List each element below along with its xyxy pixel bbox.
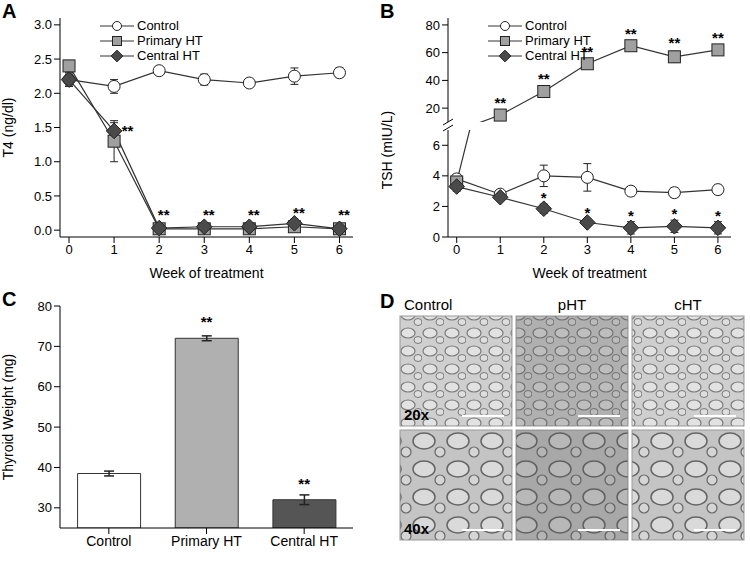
svg-text:**: ** — [494, 94, 506, 111]
svg-text:2: 2 — [540, 242, 547, 257]
svg-text:2.5: 2.5 — [34, 52, 52, 67]
svg-text:1.5: 1.5 — [34, 120, 52, 135]
svg-text:**: ** — [538, 70, 550, 87]
svg-text:pHT: pHT — [558, 296, 586, 313]
svg-text:1.0: 1.0 — [34, 154, 52, 169]
svg-text:40: 40 — [426, 73, 440, 88]
svg-text:**: ** — [203, 206, 215, 223]
svg-text:4: 4 — [627, 242, 634, 257]
svg-text:60: 60 — [426, 45, 440, 60]
svg-text:Control: Control — [86, 533, 131, 549]
svg-text:0: 0 — [65, 242, 72, 257]
svg-text:30: 30 — [38, 500, 52, 515]
html-text:Control: Control — [137, 18, 179, 33]
svg-text:**: ** — [158, 206, 170, 223]
svg-text:**: ** — [248, 206, 260, 223]
svg-text:0.5: 0.5 — [34, 189, 52, 204]
svg-text:3.0: 3.0 — [34, 17, 52, 32]
svg-text:60: 60 — [38, 379, 52, 394]
svg-text:0: 0 — [453, 242, 460, 257]
svg-text:T4 (ng/dl): T4 (ng/dl) — [0, 98, 16, 158]
svg-text:Central HT: Central HT — [270, 533, 338, 549]
html-text:C: C — [2, 288, 17, 310]
html-text:Primary HT: Primary HT — [137, 33, 203, 48]
svg-text:20x: 20x — [404, 406, 430, 423]
svg-text:*: * — [541, 189, 547, 206]
svg-text:5: 5 — [671, 242, 678, 257]
svg-text:*: * — [584, 204, 590, 221]
svg-text:50: 50 — [38, 420, 52, 435]
html-text:Central HT: Central HT — [525, 48, 588, 63]
svg-text:2.0: 2.0 — [34, 86, 52, 101]
svg-text:Thyroid Weight (mg): Thyroid Weight (mg) — [0, 354, 16, 481]
svg-text:**: ** — [122, 122, 134, 139]
svg-text:**: ** — [201, 313, 213, 330]
html-text:D: D — [380, 290, 395, 312]
svg-text:4: 4 — [246, 242, 253, 257]
svg-text:*: * — [715, 207, 721, 224]
html-text:Primary HT: Primary HT — [525, 33, 591, 48]
svg-text:0: 0 — [433, 230, 440, 245]
svg-text:**: ** — [298, 475, 310, 492]
svg-text:Control: Control — [404, 296, 452, 313]
svg-text:**: ** — [338, 206, 350, 223]
svg-text:Week of treatment: Week of treatment — [149, 265, 263, 281]
svg-text:Week of treatment: Week of treatment — [532, 265, 646, 281]
svg-text:2: 2 — [156, 242, 163, 257]
svg-text:1: 1 — [497, 242, 504, 257]
svg-text:6: 6 — [336, 242, 343, 257]
svg-text:3: 3 — [201, 242, 208, 257]
svg-text:*: * — [628, 207, 634, 224]
svg-text:6: 6 — [714, 242, 721, 257]
svg-text:**: ** — [293, 204, 305, 221]
svg-text:40x: 40x — [404, 520, 430, 537]
svg-text:20: 20 — [426, 101, 440, 116]
html-text:A: A — [2, 0, 17, 22]
svg-text:Primary HT: Primary HT — [171, 533, 242, 549]
svg-text:40: 40 — [38, 460, 52, 475]
svg-text:*: * — [671, 205, 677, 222]
svg-text:5: 5 — [291, 242, 298, 257]
svg-text:**: ** — [712, 29, 724, 46]
svg-text:3: 3 — [584, 242, 591, 257]
html-text:Central HT: Central HT — [137, 48, 200, 63]
svg-text:6: 6 — [433, 138, 440, 153]
svg-text:cHT: cHT — [674, 296, 702, 313]
svg-text:2: 2 — [433, 199, 440, 214]
html-text:B: B — [380, 0, 395, 22]
svg-text:70: 70 — [38, 339, 52, 354]
html-text:Control: Control — [525, 18, 567, 33]
svg-text:4: 4 — [433, 168, 440, 183]
svg-text:0.0: 0.0 — [34, 223, 52, 238]
svg-text:TSH (mIU/L): TSH (mIU/L) — [379, 111, 395, 190]
svg-text:**: ** — [625, 25, 637, 42]
svg-text:80: 80 — [38, 299, 52, 314]
svg-text:80: 80 — [426, 18, 440, 33]
svg-text:1: 1 — [110, 242, 117, 257]
svg-text:**: ** — [669, 34, 681, 51]
